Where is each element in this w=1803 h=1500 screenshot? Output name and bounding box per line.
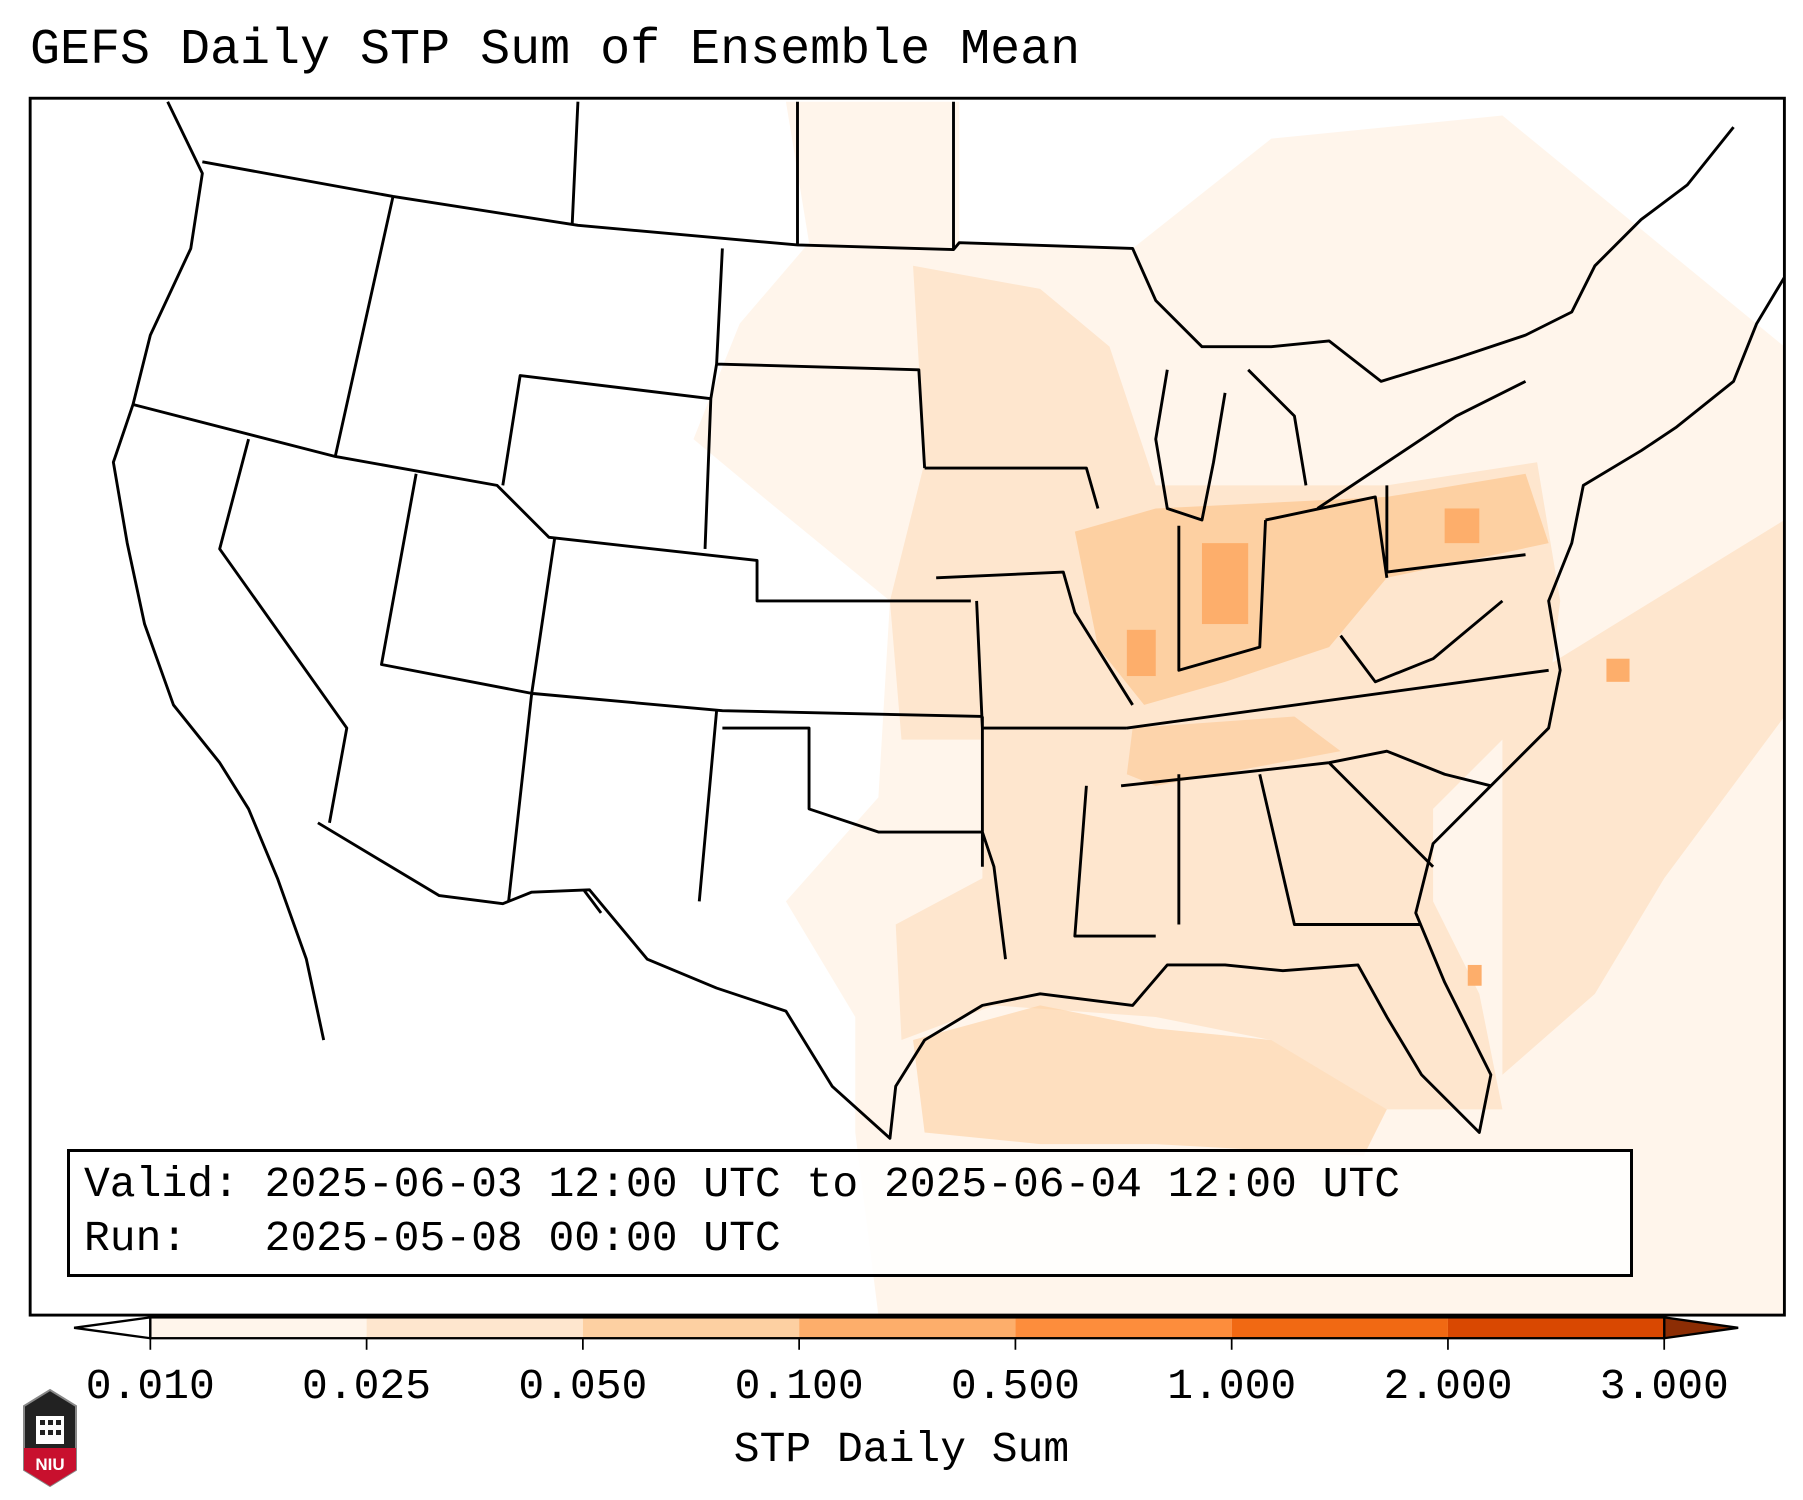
valid-line: Valid: 2025-06-03 12:00 UTC to 2025-06-0… [84, 1158, 1616, 1212]
state-lines [132, 101, 1549, 960]
shading-spot [1126, 629, 1156, 677]
svg-text:NIU: NIU [35, 1455, 64, 1474]
run-line: Run: 2025-05-08 00:00 UTC [84, 1212, 1616, 1266]
colorbar-tick-label: 3.000 [1599, 1362, 1729, 1411]
shading-medium-ocean [1502, 520, 1785, 1075]
valid-value: 2025-06-03 12:00 UTC to 2025-06-04 12:00… [264, 1160, 1401, 1209]
colorbar-tick-label: 0.050 [518, 1362, 648, 1411]
stp-shading [693, 101, 1785, 1316]
colorbar-segment [1015, 1317, 1232, 1339]
map-frame [28, 96, 1786, 1317]
shading-medium-gulf [913, 1005, 1387, 1156]
run-label: Run: [84, 1214, 188, 1263]
coastline-us [111, 101, 1786, 1140]
colorbar-segment [582, 1317, 800, 1339]
colorbar-tick-label: 0.500 [950, 1362, 1080, 1411]
colorbar-over-extension [1663, 1316, 1739, 1340]
shading-spot [1444, 508, 1480, 544]
colorbar-tick-label: 2.000 [1383, 1362, 1513, 1411]
colorbar-segment [366, 1317, 583, 1339]
shading-spot [1201, 543, 1249, 625]
colorbar-tick-label: 0.100 [734, 1362, 864, 1411]
niu-logo: NIU [23, 1388, 77, 1488]
colorbar-outline [149, 1316, 1666, 1340]
colorbar-segment [1447, 1317, 1665, 1339]
shading-high-ohio-valley [1074, 473, 1549, 705]
colorbar-under-extension [73, 1316, 152, 1340]
shading-spot [1606, 658, 1630, 682]
colorbar-segment [150, 1317, 367, 1339]
shading-spot [1467, 964, 1482, 986]
great-lakes [1154, 368, 1527, 522]
colorbar-tick-label: 0.025 [302, 1362, 432, 1411]
border-us-mexico-gulf [582, 888, 603, 914]
run-value: 2025-05-08 00:00 UTC [264, 1214, 781, 1263]
valid-run-info-box: Valid: 2025-06-03 12:00 UTC to 2025-06-0… [67, 1149, 1633, 1277]
colorbar [73, 1316, 1739, 1350]
colorbar-label: STP Daily Sum [733, 1425, 1070, 1474]
valid-label: Valid: [84, 1160, 239, 1209]
shading-medium [889, 265, 1561, 1110]
colorbar-tick-label: 1.000 [1167, 1362, 1297, 1411]
colorbar-segment [1231, 1317, 1448, 1339]
shading-high-tn [1126, 716, 1341, 786]
colorbar-tick-label: 0.010 [85, 1362, 215, 1411]
colorbar-segment [799, 1317, 1016, 1339]
map-boundaries [111, 101, 1786, 1140]
map-title: GEFS Daily STP Sum of Ensemble Mean [30, 22, 1081, 79]
